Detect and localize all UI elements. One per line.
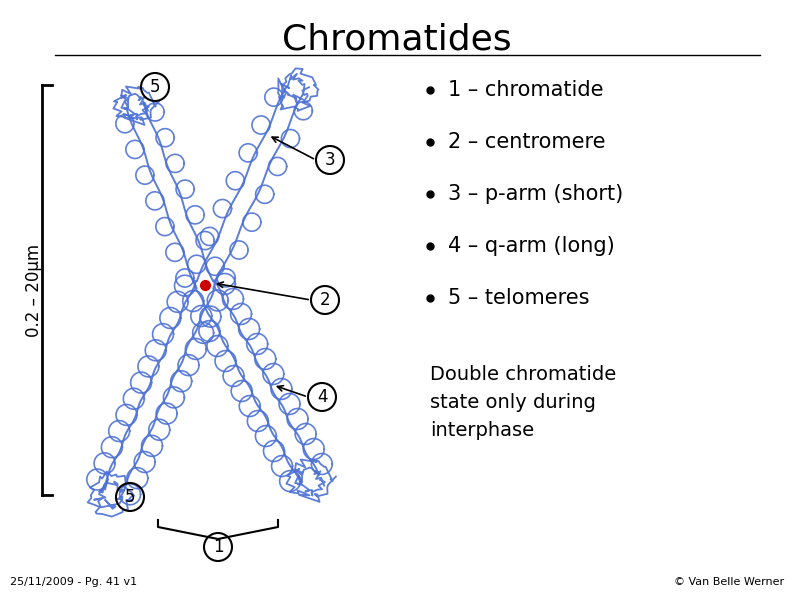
Text: 1 – chromatide: 1 – chromatide — [448, 80, 603, 100]
Text: Double chromatide
state only during
interphase: Double chromatide state only during inte… — [430, 365, 616, 440]
Text: © Van Belle Werner: © Van Belle Werner — [674, 577, 784, 587]
Text: 4 – q-arm (long): 4 – q-arm (long) — [448, 236, 615, 256]
Text: 1: 1 — [213, 538, 223, 556]
Text: 3 – p-arm (short): 3 – p-arm (short) — [448, 184, 623, 204]
Text: 5 – telomeres: 5 – telomeres — [448, 288, 589, 308]
Text: 5: 5 — [150, 78, 160, 96]
Text: 2: 2 — [320, 291, 330, 309]
Text: Chromatides: Chromatides — [282, 23, 512, 57]
Text: 2 – centromere: 2 – centromere — [448, 132, 606, 152]
Text: 25/11/2009 - Pg. 41 v1: 25/11/2009 - Pg. 41 v1 — [10, 577, 137, 587]
Text: 3: 3 — [325, 151, 335, 169]
Text: 4: 4 — [317, 388, 327, 406]
Text: 0.2 – 20μm: 0.2 – 20μm — [25, 243, 43, 337]
Text: 5: 5 — [125, 488, 135, 506]
